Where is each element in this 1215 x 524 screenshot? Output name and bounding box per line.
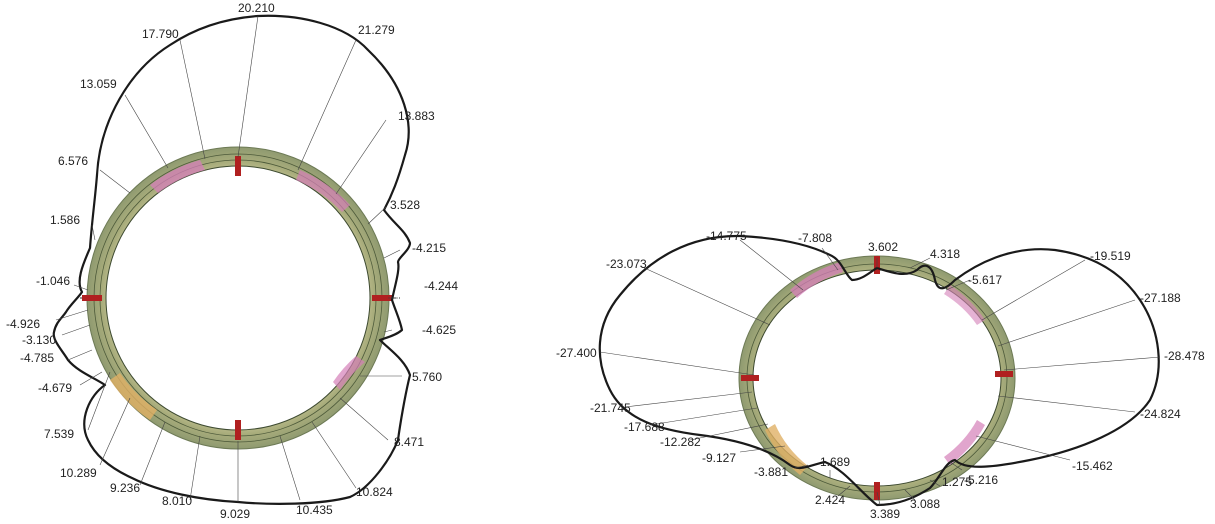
left-label-16: -4.679 bbox=[38, 381, 72, 395]
right-right-mark bbox=[995, 371, 1013, 377]
right-label-12: 2.424 bbox=[815, 493, 845, 507]
left-label-19: -4.926 bbox=[6, 317, 40, 331]
right-label-5: -28.478 bbox=[1164, 349, 1205, 363]
right-label-22: -7.808 bbox=[798, 231, 832, 245]
left-label-3: 3.528 bbox=[390, 198, 420, 212]
left-ring bbox=[82, 146, 392, 450]
left-value-labels: 20.210 21.279 13.883 3.528 -4.215 -4.244… bbox=[6, 1, 458, 521]
left-label-2: 13.883 bbox=[398, 109, 435, 123]
left-label-5: -4.244 bbox=[424, 279, 458, 293]
right-stress-outline bbox=[598, 234, 1160, 507]
left-label-23: 13.059 bbox=[80, 77, 117, 91]
right-label-7: -15.462 bbox=[1072, 459, 1113, 473]
right-left-mark bbox=[741, 375, 759, 381]
left-label-20: -1.046 bbox=[36, 274, 70, 288]
right-label-13: 1.689 bbox=[820, 455, 850, 469]
right-bottom-mark bbox=[874, 482, 880, 500]
left-top-mark bbox=[235, 156, 241, 176]
right-rays bbox=[599, 239, 1161, 506]
left-right-mark bbox=[372, 295, 392, 301]
left-label-10: 10.435 bbox=[296, 503, 333, 517]
left-label-1: 21.279 bbox=[358, 23, 395, 37]
diagram-left: 20.210 21.279 13.883 3.528 -4.215 -4.244… bbox=[6, 1, 458, 521]
right-ring bbox=[738, 255, 1016, 501]
right-label-17: -17.688 bbox=[624, 420, 665, 434]
right-label-0: 3.602 bbox=[868, 240, 898, 254]
right-label-2: -5.617 bbox=[968, 273, 1002, 287]
left-label-18: -3.130 bbox=[22, 333, 56, 347]
left-stress-outline bbox=[52, 14, 412, 505]
right-label-6: -24.824 bbox=[1140, 407, 1181, 421]
left-rays bbox=[55, 15, 402, 502]
right-label-20: -23.073 bbox=[606, 257, 647, 271]
left-bottom-mark bbox=[235, 420, 241, 440]
left-label-11: 9.029 bbox=[220, 507, 250, 521]
left-label-4: -4.215 bbox=[412, 241, 446, 255]
right-label-4: -27.188 bbox=[1140, 291, 1181, 305]
right-value-labels: 3.602 4.318 -5.617 -19.519 -27.188 -28.4… bbox=[556, 229, 1205, 521]
right-label-21: -14.775 bbox=[706, 229, 747, 243]
right-label-9: 1.275 bbox=[942, 475, 972, 489]
left-label-14: 10.289 bbox=[60, 466, 97, 480]
left-label-22: 6.576 bbox=[58, 154, 88, 168]
left-label-6: -4.625 bbox=[422, 323, 456, 337]
left-label-12: 8.010 bbox=[162, 494, 192, 508]
right-label-1: 4.318 bbox=[930, 247, 960, 261]
left-label-21: 1.586 bbox=[50, 213, 80, 227]
right-label-19: -27.400 bbox=[556, 346, 597, 360]
left-left-mark bbox=[82, 295, 102, 301]
right-label-10: 3.088 bbox=[910, 497, 940, 511]
right-label-16: -12.282 bbox=[660, 435, 701, 449]
left-label-7: 5.760 bbox=[412, 370, 442, 384]
left-label-24: 17.790 bbox=[142, 27, 179, 41]
right-label-11: 3.389 bbox=[870, 507, 900, 521]
left-label-17: -4.785 bbox=[20, 351, 54, 365]
right-label-18: -21.745 bbox=[590, 401, 631, 415]
right-label-8: -5.216 bbox=[964, 473, 998, 487]
left-label-13: 9.236 bbox=[110, 481, 140, 495]
right-label-14: -3.881 bbox=[754, 465, 788, 479]
left-label-15: 7.539 bbox=[44, 427, 74, 441]
left-label-0: 20.210 bbox=[238, 1, 275, 15]
left-label-8: 8.471 bbox=[394, 435, 424, 449]
diagram-right: 3.602 4.318 -5.617 -19.519 -27.188 -28.4… bbox=[556, 229, 1205, 521]
right-label-3: -19.519 bbox=[1090, 249, 1131, 263]
left-label-9: 10.824 bbox=[356, 485, 393, 499]
right-label-15: -9.127 bbox=[702, 451, 736, 465]
